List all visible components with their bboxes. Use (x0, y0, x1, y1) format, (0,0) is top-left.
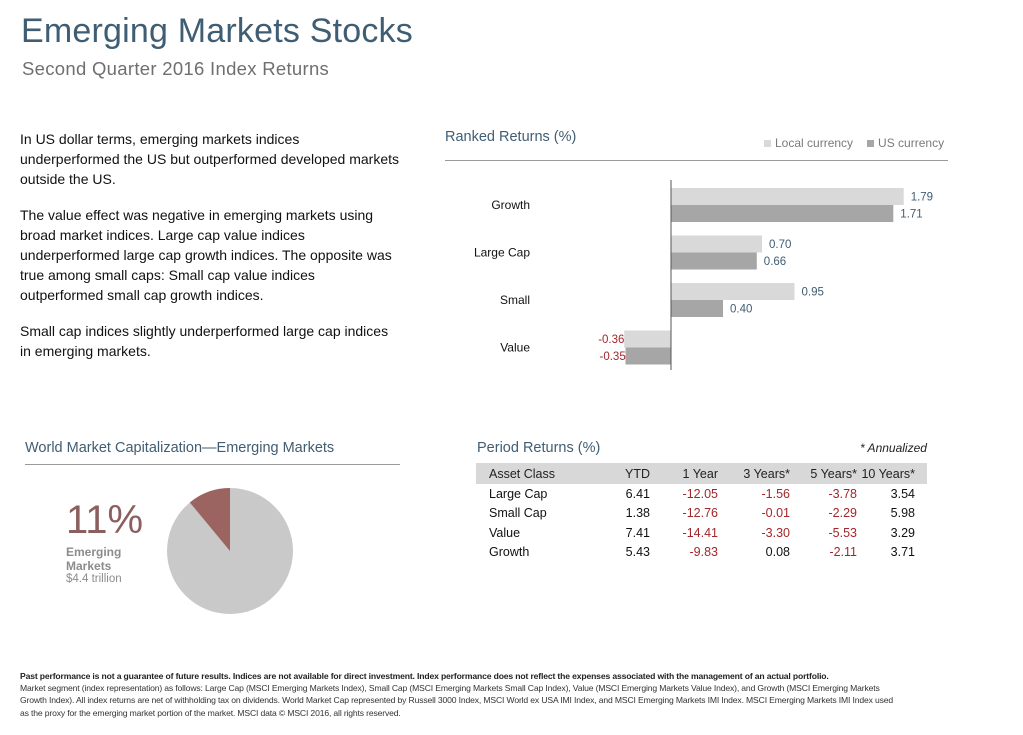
bar-local (671, 283, 795, 300)
world-cap-pie (167, 488, 293, 614)
ranked-returns-rule (445, 160, 948, 161)
pie-slice-emerging (189, 488, 230, 551)
legend-swatch-local (764, 139, 771, 147)
commentary: In US dollar terms, emerging markets ind… (20, 129, 400, 377)
data-label: -0.35 (600, 351, 626, 363)
table-cell: 5.98 (890, 506, 915, 521)
table-cell: Large Cap (489, 486, 548, 501)
table-cell: -12.76 (682, 506, 718, 521)
column-header: 3 Years* (718, 463, 790, 484)
bar-us (671, 205, 894, 222)
world-cap-title: World Market Capitalization—Emerging Mar… (25, 440, 335, 456)
table-cell: -14.41 (682, 525, 718, 540)
legend-item-us: US currency (867, 136, 944, 150)
disclosure-footnote: Past performance is not a guarantee of f… (20, 670, 900, 719)
table-row: Value 7.41 -14.41 -3.30 -5.53 3.29 (476, 523, 927, 543)
category-label: Large Cap (474, 246, 530, 260)
legend-label-us: US currency (878, 136, 945, 150)
data-label: 0.95 (802, 287, 824, 299)
column-header: 5 Years* (790, 463, 857, 484)
bar-local (671, 235, 762, 253)
category-label: Value (500, 341, 530, 355)
legend-swatch-us (867, 139, 875, 147)
column-header: 10 Years* (857, 463, 927, 484)
table-cell: Growth (489, 545, 530, 560)
table-cell: -0.01 (761, 506, 791, 521)
ranked-returns-chart: Growth 1.79 1.71 Large Cap 0.70 0.66 Small 0.95… (474, 180, 933, 370)
column-header: YTD (606, 463, 650, 484)
table-cell: -3.78 (828, 486, 858, 501)
table-cell: -2.29 (828, 506, 858, 521)
commentary-paragraph: In US dollar terms, emerging markets ind… (20, 131, 399, 187)
period-returns-table: Asset Class YTD 1 Year 3 Years* 5 Years*… (476, 463, 927, 562)
table-row: Growth 5.43 -9.83 0.08 -2.11 3.71 (476, 543, 927, 563)
bar-us (671, 300, 723, 317)
table-cell: 0.08 (765, 545, 790, 560)
table-cell: 3.71 (890, 545, 915, 560)
world-cap-segment-label: Emerging Markets (66, 545, 122, 573)
data-label: -0.36 (598, 334, 624, 346)
table-row: Large Cap 6.41 -12.05 -1.56 -3.78 3.54 (476, 484, 927, 504)
category-label: Growth (491, 198, 530, 212)
column-header: Asset Class (476, 463, 606, 484)
data-label: 0.40 (730, 304, 752, 316)
world-cap-value: $4.4 trillion (66, 573, 122, 585)
table-cell: 3.29 (890, 525, 915, 540)
legend-label-local: Local currency (775, 136, 854, 150)
bar-us (625, 347, 671, 365)
period-returns-title: Period Returns (%) (477, 440, 601, 456)
table-cell: -5.53 (828, 525, 858, 540)
table-cell: -9.83 (689, 545, 719, 560)
disclosure-bold: Past performance is not a guarantee of f… (20, 671, 829, 681)
table-cell: -1.56 (761, 486, 791, 501)
disclosure-text: Market segment (index representation) as… (20, 683, 894, 718)
data-label: 1.71 (900, 209, 922, 221)
table-cell: 5.43 (625, 545, 650, 560)
world-cap-percent: 11% (66, 498, 144, 542)
commentary-paragraph: Small cap indices slightly underperforme… (20, 323, 389, 359)
bar-local (624, 330, 671, 348)
column-header: 1 Year (650, 463, 718, 484)
table-cell: 3.54 (890, 486, 915, 501)
table-cell: -12.05 (682, 486, 718, 501)
table-cell: 7.41 (625, 525, 650, 540)
table-cell: 1.38 (625, 506, 650, 521)
table-cell: -2.11 (829, 545, 857, 560)
table-cell: 6.41 (625, 486, 650, 501)
bar-local (671, 188, 904, 205)
bar-us (671, 252, 757, 270)
page-subtitle: Second Quarter 2016 Index Returns (22, 58, 330, 79)
table-cell: Small Cap (489, 506, 547, 521)
table-row: Small Cap 1.38 -12.76 -0.01 -2.29 5.98 (476, 504, 927, 524)
commentary-paragraph: The value effect was negative in emergin… (20, 207, 392, 303)
table-cell: Value (489, 525, 521, 540)
data-label: 0.66 (764, 256, 786, 268)
ranked-returns-title: Ranked Returns (%) (445, 129, 577, 145)
annualized-note: * Annualized (860, 441, 927, 455)
page-title: Emerging Markets Stocks (21, 12, 413, 50)
world-cap-rule (25, 464, 400, 465)
table-header-row: Asset Class YTD 1 Year 3 Years* 5 Years*… (476, 463, 927, 484)
category-label: Small (500, 293, 530, 307)
data-label: 0.70 (769, 239, 791, 251)
chart-legend: Local currency US currency (764, 136, 944, 150)
table-cell: -3.30 (761, 525, 791, 540)
legend-item-local: Local currency (764, 136, 853, 150)
data-label: 1.79 (911, 192, 933, 204)
